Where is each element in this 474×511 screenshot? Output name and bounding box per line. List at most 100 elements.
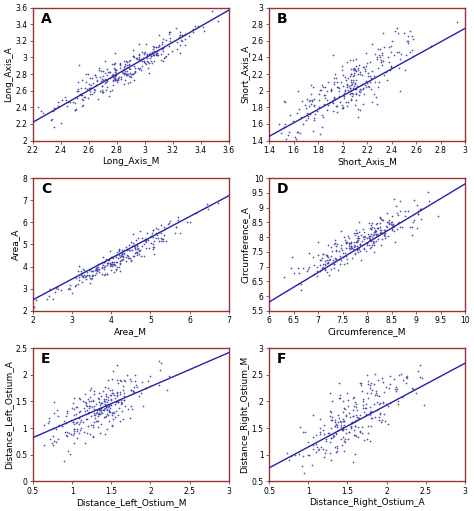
Point bbox=[151, 237, 158, 245]
Point bbox=[339, 253, 347, 262]
Point bbox=[72, 281, 80, 289]
Point bbox=[394, 400, 402, 408]
Point bbox=[189, 25, 196, 33]
Point bbox=[310, 115, 318, 124]
Point bbox=[376, 410, 383, 418]
Point bbox=[82, 399, 90, 407]
Point bbox=[136, 55, 143, 63]
Point bbox=[340, 260, 347, 268]
Point bbox=[30, 303, 38, 311]
Point bbox=[378, 49, 385, 57]
Point bbox=[377, 229, 384, 237]
Point bbox=[350, 64, 357, 72]
Point bbox=[161, 230, 168, 239]
Point bbox=[182, 30, 189, 38]
Point bbox=[320, 421, 328, 429]
Point bbox=[37, 107, 45, 115]
Point bbox=[365, 429, 372, 437]
Point bbox=[337, 244, 345, 252]
Point bbox=[87, 422, 95, 430]
X-axis label: Long_Axis_M: Long_Axis_M bbox=[102, 157, 160, 166]
Point bbox=[70, 439, 77, 447]
Point bbox=[335, 379, 343, 387]
Point bbox=[100, 75, 108, 83]
Point bbox=[360, 63, 367, 72]
Point bbox=[155, 41, 163, 50]
Point bbox=[101, 400, 109, 408]
Point bbox=[117, 252, 124, 261]
Point bbox=[116, 259, 124, 267]
Point bbox=[327, 412, 334, 421]
Point bbox=[386, 66, 394, 74]
Point bbox=[82, 78, 90, 86]
Point bbox=[178, 31, 185, 39]
Point bbox=[328, 246, 336, 254]
Point bbox=[63, 412, 70, 420]
Point bbox=[87, 397, 95, 405]
Point bbox=[76, 407, 84, 415]
Point bbox=[158, 38, 166, 46]
Point bbox=[340, 92, 348, 100]
Point bbox=[101, 69, 109, 77]
Point bbox=[373, 406, 381, 414]
Point bbox=[131, 248, 138, 257]
Point bbox=[136, 51, 143, 59]
Point bbox=[147, 52, 155, 60]
Point bbox=[71, 282, 79, 290]
Point bbox=[330, 240, 338, 248]
Point bbox=[173, 216, 181, 224]
Point bbox=[347, 95, 355, 103]
Point bbox=[90, 387, 98, 396]
Point bbox=[128, 405, 136, 413]
Point bbox=[123, 245, 131, 253]
Point bbox=[369, 241, 376, 249]
Point bbox=[363, 62, 370, 70]
Point bbox=[151, 47, 158, 55]
Point bbox=[35, 103, 42, 111]
Point bbox=[140, 58, 147, 66]
Point bbox=[353, 237, 361, 245]
Point bbox=[340, 233, 347, 241]
Point bbox=[168, 47, 175, 55]
Point bbox=[91, 405, 98, 413]
Point bbox=[88, 412, 95, 420]
Point bbox=[322, 83, 329, 91]
Point bbox=[126, 375, 134, 383]
Point bbox=[114, 396, 122, 404]
Point bbox=[110, 391, 118, 399]
Point bbox=[283, 449, 291, 457]
Point bbox=[54, 98, 61, 106]
Point bbox=[372, 220, 380, 228]
Point bbox=[111, 413, 119, 422]
Point bbox=[417, 205, 424, 213]
Point bbox=[108, 261, 115, 269]
Point bbox=[319, 123, 326, 131]
Point bbox=[340, 404, 347, 412]
Point bbox=[113, 388, 121, 396]
Point bbox=[148, 228, 155, 237]
Point bbox=[322, 446, 329, 454]
Point bbox=[359, 63, 367, 72]
Point bbox=[120, 69, 128, 77]
Point bbox=[84, 271, 91, 280]
Point bbox=[338, 65, 346, 74]
Point bbox=[146, 54, 154, 62]
Point bbox=[70, 410, 78, 419]
Point bbox=[122, 243, 130, 251]
Point bbox=[93, 416, 101, 425]
Point bbox=[79, 90, 86, 99]
Point bbox=[346, 244, 353, 252]
Point bbox=[90, 397, 97, 405]
Point bbox=[151, 57, 158, 65]
Point bbox=[366, 58, 374, 66]
Point bbox=[126, 414, 134, 422]
Point bbox=[126, 60, 133, 68]
Point bbox=[105, 401, 112, 409]
Point bbox=[101, 412, 109, 421]
Point bbox=[45, 414, 53, 422]
Point bbox=[351, 71, 358, 79]
Point bbox=[308, 97, 315, 105]
Point bbox=[98, 82, 105, 90]
Point bbox=[328, 265, 335, 273]
Point bbox=[310, 101, 318, 109]
